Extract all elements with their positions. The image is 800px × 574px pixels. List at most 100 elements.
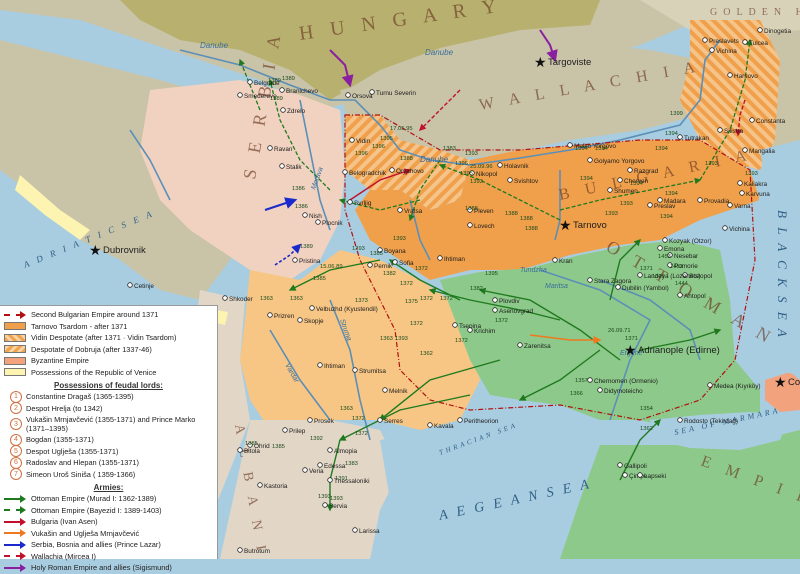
city-dot-icon — [587, 157, 593, 163]
army-arrow-icon — [4, 529, 26, 538]
city: Tulcea — [742, 39, 768, 47]
campaign-year: 1393 — [352, 246, 365, 252]
river-label: Ergene — [620, 350, 643, 357]
city-dot-icon — [309, 305, 315, 311]
city-label: Zarenitsa — [524, 343, 551, 350]
city: Golyamo Yorgovo — [587, 157, 645, 165]
city: Nikopol — [469, 170, 497, 178]
campaign-year: 1396 — [372, 144, 385, 150]
vukasin-arrow — [529, 334, 602, 344]
city-label: Dubrovnik — [103, 245, 146, 256]
city-label: Tutrakan — [684, 135, 709, 142]
city-dot-icon — [727, 72, 733, 78]
feudal-number-icon: 2 — [10, 402, 22, 415]
army-arrow-icon — [4, 517, 26, 526]
campaign-year: 1392 — [310, 436, 323, 442]
city-label: Skopje — [304, 318, 324, 325]
campaign-year: 25.09.96 — [470, 164, 493, 170]
city: Constanta — [749, 117, 786, 125]
city: Mangalia — [742, 147, 775, 155]
campaign-year: 26.09.71 — [608, 328, 631, 334]
tarnovo-tsardom — [355, 140, 760, 280]
serbia-arrow — [264, 197, 298, 211]
city: Holavnik — [497, 162, 529, 170]
city-label: Zdrelo — [287, 108, 306, 115]
city: Edessa — [317, 462, 346, 470]
city: Karvuna — [739, 190, 770, 198]
city-dot-icon — [622, 472, 628, 478]
city-dot-icon — [282, 427, 288, 433]
legend-label: Possessions of the Republic of Venice — [31, 367, 157, 377]
city-label: Orsova — [352, 93, 373, 100]
city-label: Ihtiman — [444, 256, 465, 263]
city: Chernomen (Ormenio) — [587, 377, 658, 385]
city-dot-icon — [267, 145, 273, 151]
greece-south — [220, 420, 400, 559]
legend-label: Despot Uglješa (1355-1371) — [26, 446, 119, 456]
city-dot-icon — [637, 472, 643, 478]
city-dot-icon — [727, 202, 733, 208]
city-dot-icon — [587, 377, 593, 383]
city-label: Pleven — [474, 208, 494, 215]
aegean-sea — [380, 420, 600, 559]
legend-feudal-item: 6 Radoslav and Hlepan (1355-1371) — [4, 456, 213, 469]
ottoman-arrows-bayezid — [238, 38, 753, 222]
city: Malko Yorgovo — [567, 142, 616, 150]
city: Shkoder — [222, 295, 254, 303]
city-dot-icon — [327, 447, 333, 453]
wallachia-area — [340, 45, 720, 160]
campaign-year: 1372 — [495, 318, 508, 324]
city-label: Tarnovo — [573, 220, 607, 231]
campaign-year: 1393 — [330, 496, 343, 502]
city-dot-icon — [382, 387, 388, 393]
city: Skopje — [297, 317, 324, 325]
campaign-year: 1393 — [705, 161, 718, 167]
capital-star-icon: ★ — [559, 217, 572, 233]
legend-item: Possessions of the Republic of Venice — [4, 367, 213, 379]
city: Ahtopol — [677, 292, 706, 300]
city-dot-icon — [492, 297, 498, 303]
ottoman-anatolia — [560, 430, 800, 559]
city: Thessaloniki — [327, 477, 370, 485]
city-label: Shumen — [614, 188, 638, 195]
city-dot-icon — [369, 89, 375, 95]
city: Kastoria — [257, 482, 288, 490]
campaign-year: 1372 — [410, 321, 423, 327]
city-label: Svishtov — [514, 178, 539, 185]
city: Shumen — [607, 187, 638, 195]
byzantine-constantinople — [765, 372, 800, 412]
city-label: Preslav — [654, 203, 676, 210]
city-dot-icon — [657, 197, 663, 203]
legend-label: Vukašin Mrnjavčević (1355-1371) and Prin… — [26, 415, 196, 433]
army-arrow-icon — [4, 552, 26, 561]
legend-label: Despotate of Dobruja (after 1337-46) — [31, 344, 152, 354]
feudal-number-icon: 5 — [10, 445, 22, 458]
legend-label: Holy Roman Empire and allies (Sigismund) — [31, 563, 172, 573]
city-label: Ahtopol — [684, 293, 706, 300]
campaign-year: 1371 — [652, 274, 665, 280]
campaign-year: 1388 — [525, 226, 538, 232]
campaign-year: 1395 — [485, 271, 498, 277]
legend-label: Simeon Uroš Siniša ( 1359-1366) — [26, 469, 136, 479]
city: Rodosto (Tekirdağ) — [677, 417, 738, 425]
city-dot-icon — [702, 37, 708, 43]
city: Krichim — [467, 327, 495, 335]
city-label: Plovdiv — [499, 298, 520, 305]
city-dot-icon — [647, 202, 653, 208]
city: Medea (Kıyıköy) — [707, 382, 761, 390]
city-label: Golyamo Yorgovo — [594, 158, 645, 165]
legend-line-swatch — [4, 310, 26, 319]
campaign-year: 1394 — [655, 146, 669, 152]
city-dot-icon — [677, 134, 683, 140]
city-label: Mangalia — [749, 148, 775, 155]
city-label: Chernomen (Ormenio) — [594, 378, 658, 385]
legend-army-item: Ottoman Empire (Murad I: 1362-1389) — [4, 493, 213, 505]
legend: Second Bulgarian Empire around 1371 Tarno… — [0, 305, 218, 572]
city-label: Ohrid — [254, 443, 270, 450]
city-dot-icon — [345, 92, 351, 98]
campaign-year: 1363 — [340, 406, 353, 412]
city-label: Lovech — [474, 223, 495, 230]
city-label: Cherven — [624, 178, 649, 185]
legend-item: Byzantine Empire — [4, 355, 213, 367]
legend-army-item: Serbia, Bosnia and allies (Prince Lazar) — [4, 539, 213, 551]
